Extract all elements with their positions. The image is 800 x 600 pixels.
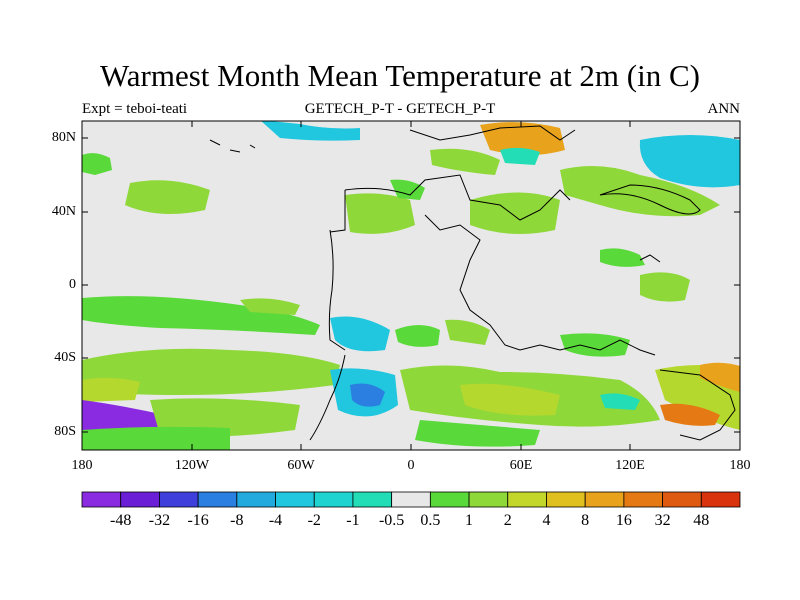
colorbar-label: 8 — [581, 512, 590, 529]
lon-label-60w: 60W — [287, 458, 315, 473]
experiment-label: Expt = teboi-teati — [82, 101, 188, 117]
axis-ticks — [81, 121, 741, 450]
colorbar-swatch — [313, 491, 354, 508]
colorbar-swatch — [546, 491, 586, 508]
colorbar-label: 1 — [465, 512, 474, 529]
lat-label-80n: 80N — [51, 130, 76, 145]
colorbar-swatch — [197, 491, 238, 508]
colorbar-label: 48 — [693, 512, 710, 529]
colorbar-label: 0.5 — [420, 512, 441, 529]
colorbar-swatch — [584, 491, 625, 508]
season-label: ANN — [707, 101, 741, 117]
colorbar — [81, 491, 741, 508]
colorbar-label: 2 — [503, 512, 512, 529]
colorbar-swatch — [236, 491, 276, 508]
colorbar-swatch — [120, 491, 160, 508]
lon-label-180w: 180 — [71, 458, 93, 473]
colorbar-swatch — [507, 491, 547, 508]
colorbar-label: -16 — [187, 512, 209, 529]
coastlines — [209, 125, 736, 441]
lat-label-0: 0 — [69, 277, 76, 292]
lon-label-180e: 180 — [729, 458, 751, 473]
lat-label-40s: 40S — [54, 350, 76, 365]
colorbar-label: -1 — [346, 512, 360, 529]
map-title: Warmest Month Mean Temperature at 2m (in… — [100, 58, 700, 93]
model-label: GETECH_P-T - GETECH_P-T — [304, 101, 496, 117]
lon-label-0: 0 — [407, 458, 415, 473]
colorbar-swatch — [275, 491, 315, 508]
colorbar-label: 32 — [654, 512, 671, 529]
colorbar-swatch — [391, 491, 431, 508]
lat-label-40n: 40N — [51, 204, 76, 219]
colorbar-swatch — [623, 491, 663, 508]
colorbar-label: -8 — [230, 512, 244, 529]
colorbar-label: -4 — [268, 512, 283, 529]
colorbar-swatch — [81, 491, 122, 508]
colorbar-swatch — [352, 491, 393, 508]
lat-label-80s: 80S — [54, 424, 76, 439]
lon-label-60e: 60E — [509, 458, 533, 473]
colorbar-swatch — [429, 491, 470, 508]
temperature-field — [82, 121, 740, 450]
colorbar-label: -32 — [148, 512, 171, 529]
colorbar-swatch — [700, 491, 741, 508]
colorbar-label: 16 — [615, 512, 632, 529]
colorbar-swatch — [662, 491, 702, 508]
lon-label-120e: 120E — [615, 458, 645, 473]
colorbar-label: -2 — [307, 512, 321, 529]
colorbar-swatch — [468, 491, 509, 508]
colorbar-label: -48 — [110, 512, 132, 529]
colorbar-swatch — [159, 491, 199, 508]
lon-label-120w: 120W — [174, 458, 210, 473]
colorbar-label: -0.5 — [378, 512, 405, 529]
colorbar-label: 4 — [542, 512, 551, 529]
